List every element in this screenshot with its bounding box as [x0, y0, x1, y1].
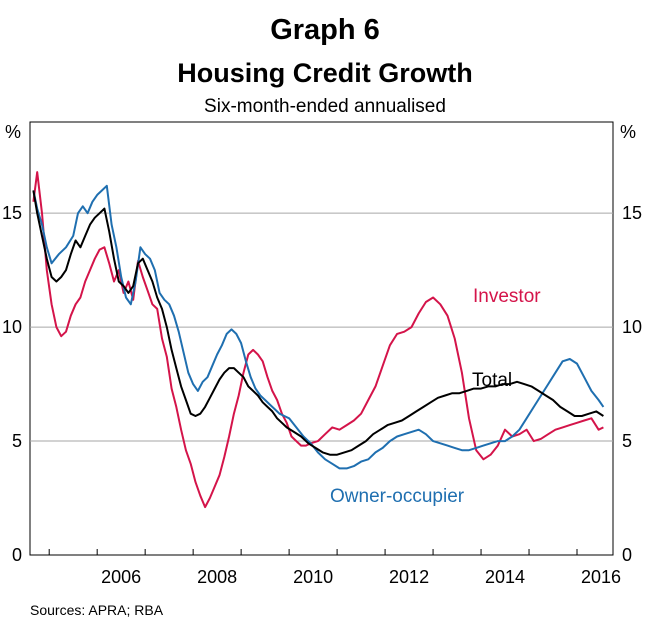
label-owner-occupier: Owner-occupier	[330, 486, 465, 507]
x-axis-ticks: 2006 2008 2010 2012 2014 2016	[48, 549, 621, 587]
plot-frame	[29, 121, 614, 556]
series-line-total	[32, 190, 604, 456]
y-tick-left-0: 0	[12, 545, 22, 565]
label-investor: Investor	[473, 286, 541, 307]
y-tick-right-15: 15	[622, 203, 642, 223]
gridlines	[30, 212, 613, 442]
chart-subtitle: Housing Credit Growth	[177, 58, 473, 88]
source-note: Sources: APRA; RBA	[30, 602, 164, 618]
y-axis-unit-right: %	[620, 122, 636, 142]
y-tick-left-5: 5	[12, 431, 22, 451]
y-tick-right-10: 10	[622, 317, 642, 337]
label-total: Total	[472, 370, 512, 391]
x-tick-2008: 2008	[197, 567, 237, 587]
x-tick-2006: 2006	[101, 567, 141, 587]
x-tick-2010: 2010	[293, 567, 333, 587]
chart-note: Six-month-ended annualised	[204, 96, 446, 117]
y-tick-right-0: 0	[622, 545, 632, 565]
series-line-investor	[32, 171, 604, 509]
series-lines	[32, 171, 605, 509]
y-tick-left-15: 15	[2, 203, 22, 223]
x-tick-2016: 2016	[581, 567, 621, 587]
y-tick-right-5: 5	[622, 431, 632, 451]
y-tick-left-10: 10	[2, 317, 22, 337]
x-tick-2014: 2014	[485, 567, 525, 587]
x-tick-2012: 2012	[389, 567, 429, 587]
y-axis-unit-left: %	[5, 122, 21, 142]
series-line-owner-occupier	[32, 184, 605, 470]
chart-title: Graph 6	[270, 14, 380, 46]
y-axis-ticks: 0 0 5 5 10 10 15 15	[2, 203, 642, 565]
